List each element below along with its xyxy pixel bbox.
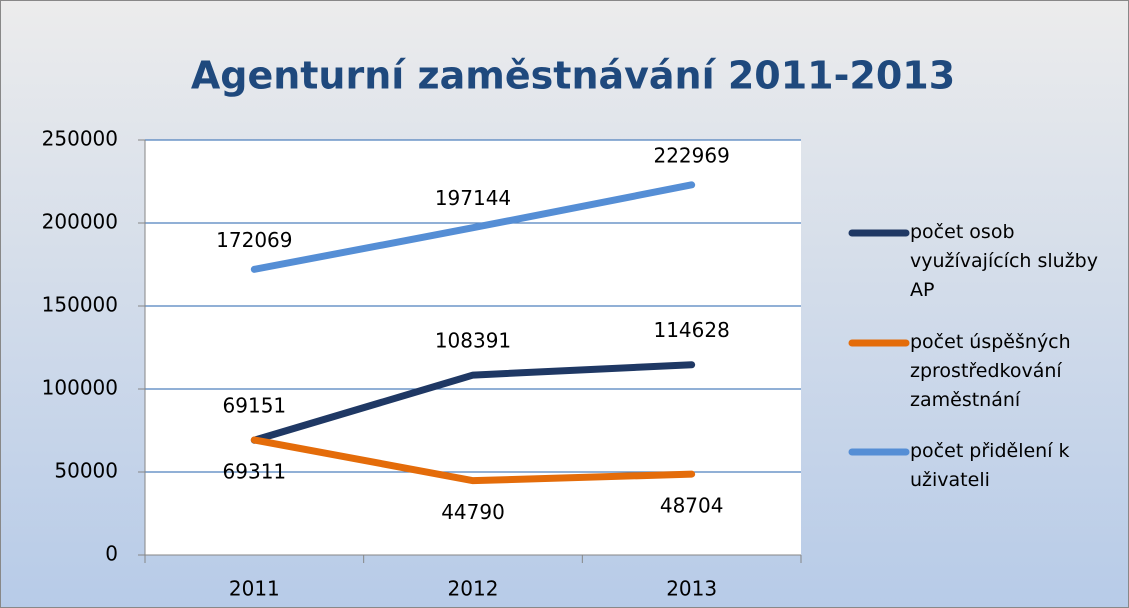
data-label: 172069 <box>216 228 292 252</box>
chart-title: Agenturní zaměstnávání 2011-2013 <box>191 54 955 98</box>
data-label: 69151 <box>223 394 287 418</box>
y-tick-label: 100000 <box>42 376 118 400</box>
line-series <box>250 361 696 444</box>
y-tick-label: 150000 <box>42 293 118 317</box>
data-label: 197144 <box>435 186 511 210</box>
data-label: 44790 <box>441 500 505 524</box>
data-label: 108391 <box>435 329 511 353</box>
x-tick-label: 2012 <box>448 577 499 601</box>
y-tick-label: 0 <box>105 542 118 566</box>
data-label: 222969 <box>653 143 729 167</box>
y-tick-label: 50000 <box>54 459 118 483</box>
data-label: 69311 <box>223 459 287 483</box>
x-tick-label: 2011 <box>229 577 280 601</box>
legend-entry: počet osob využívajících služby AP <box>910 221 1098 301</box>
legend-entry: počet úspěšných zprostředkování zaměstná… <box>910 331 1071 411</box>
y-tick-label: 200000 <box>42 210 118 234</box>
y-tick-label: 250000 <box>42 127 118 151</box>
legend-entry: počet přidělení k uživateli <box>910 440 1070 491</box>
plot-area <box>145 140 801 555</box>
x-tick-label: 2013 <box>666 577 717 601</box>
line-series <box>250 181 696 273</box>
data-label: 48704 <box>660 494 724 518</box>
line-series <box>250 436 696 485</box>
data-label: 114628 <box>653 318 729 342</box>
